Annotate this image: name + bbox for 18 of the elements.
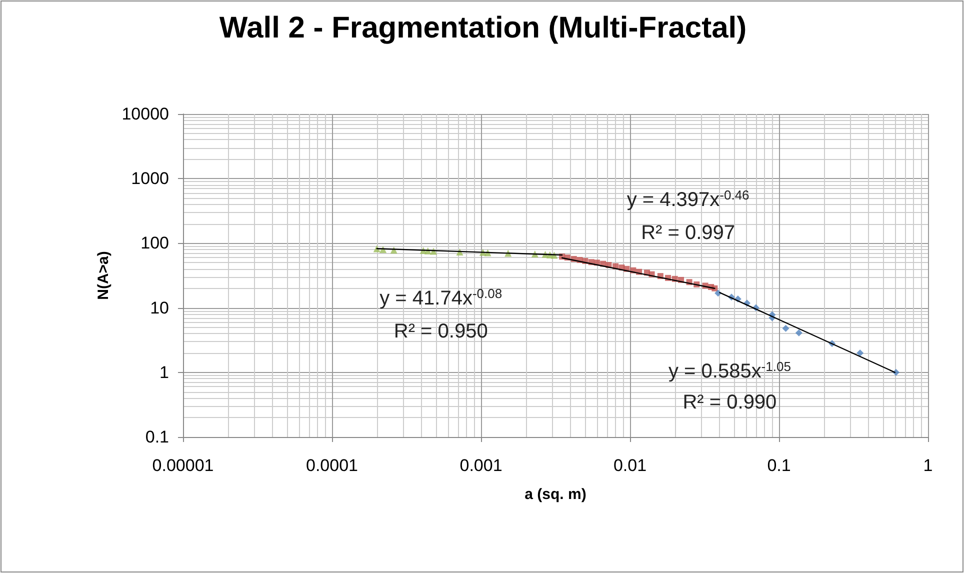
y-tick-label: 1000 [131, 169, 169, 188]
y-tick-label: 1 [160, 362, 169, 382]
annotation: R² = 0.990 [682, 392, 777, 414]
x-tick-label: 0.1 [767, 456, 791, 475]
y-axis-title: N(A>a) [94, 251, 112, 300]
x-axis-title: a (sq. m) [524, 486, 586, 503]
y-tick-label: 10 [150, 298, 169, 318]
annotation: R² = 0.950 [394, 320, 488, 343]
y-tick-label: 100 [140, 234, 169, 253]
x-tick-label: 1 [923, 456, 933, 475]
chart-title: Wall 2 - Fragmentation (Multi-Fractal) [219, 12, 747, 44]
x-tick-label: 0.001 [460, 456, 502, 475]
x-tick-label: 0.01 [613, 456, 647, 475]
y-tick-label: 10000 [122, 104, 169, 124]
x-tick-label: 0.0001 [306, 456, 358, 475]
y-tick-label: 0.1 [145, 428, 169, 446]
x-tick-label: 0.00001 [152, 456, 214, 475]
annotation: R² = 0.997 [641, 222, 736, 244]
